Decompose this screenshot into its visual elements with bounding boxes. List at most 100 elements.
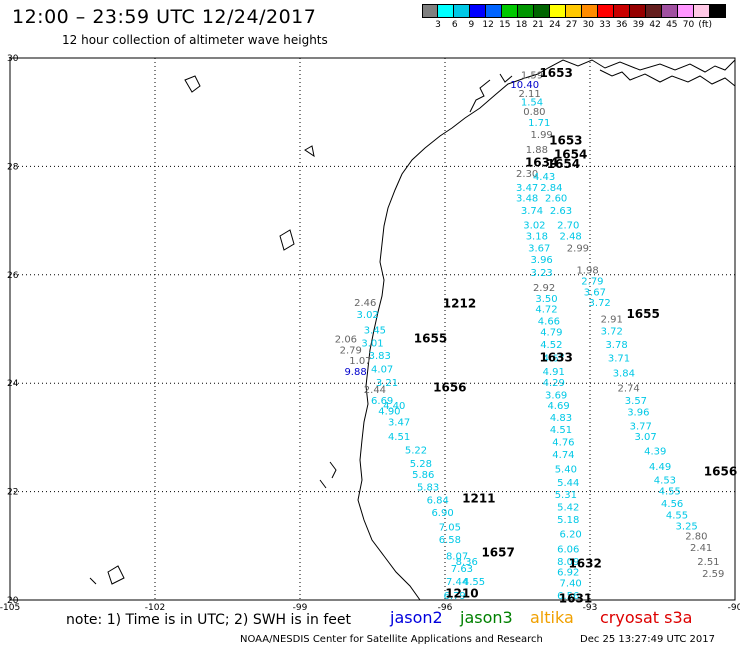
scale-swatch <box>662 4 678 18</box>
scale-swatch <box>694 4 710 18</box>
x-tick-label: -105 <box>0 603 20 613</box>
wave-height-value: 3.84 <box>613 369 635 380</box>
wave-height-value: 3.57 <box>625 396 647 407</box>
map-frame <box>9 57 736 601</box>
wave-height-value: 7.44 <box>446 577 468 588</box>
scale-label: 9 <box>468 20 475 30</box>
pass-time-label: 1211 <box>462 491 495 505</box>
pass-time-label: 1212 <box>443 296 476 310</box>
footer-note: note: 1) Time is in UTC; 2) SWH is in fe… <box>66 612 352 628</box>
wave-height-value: 7.40 <box>560 578 582 589</box>
wave-height-value: 4.69 <box>547 401 569 412</box>
wave-height-value: 2.70 <box>557 221 579 232</box>
color-scale-bar <box>422 4 726 18</box>
wave-height-value: 1.59 <box>521 71 543 82</box>
wave-height-value: 4.52 <box>540 340 562 351</box>
wave-height-value: 2.59 <box>702 569 724 580</box>
wave-height-value: 3.77 <box>630 421 652 432</box>
wave-height-value: 6.58 <box>439 535 461 546</box>
legend-jason3: jason3 <box>460 608 513 627</box>
wave-height-value: 8.07 <box>446 551 468 562</box>
wave-height-value: 3.18 <box>526 232 548 243</box>
wave-height-value: 2.30 <box>516 169 538 180</box>
credit-text: NOAA/NESDIS Center for Satellite Applica… <box>240 634 543 645</box>
wave-height-value: 4.55 <box>463 577 485 588</box>
inland-lakes <box>89 75 337 585</box>
scale-swatch <box>486 4 502 18</box>
x-tick-label: -102 <box>145 603 165 613</box>
wave-height-value: 2.79 <box>340 345 362 356</box>
wave-height-value: 1.54 <box>521 98 543 109</box>
lat-lon-grid <box>9 57 736 601</box>
wave-height-value: 4.90 <box>378 407 400 418</box>
x-tick-label: -93 <box>583 603 598 613</box>
wave-height-value: 4.55 <box>666 511 688 522</box>
wave-height-value: 3.72 <box>601 326 623 337</box>
wave-height-value: 3.67 <box>584 287 606 298</box>
pass-time-label: 1210 <box>445 586 478 600</box>
scale-swatch <box>630 4 646 18</box>
scale-swatch <box>454 4 470 18</box>
wave-height-value: 3.23 <box>531 268 553 279</box>
wave-height-value: 2.91 <box>601 314 623 325</box>
wave-height-value: 3.74 <box>521 206 543 217</box>
scale-swatch <box>438 4 454 18</box>
wave-height-value: 6.20 <box>560 530 582 541</box>
wave-height-value: 3.67 <box>528 243 550 254</box>
wave-height-value: 3.21 <box>376 378 398 389</box>
color-scale: 3 6 9 12 15 18 21 24 27 30 33 36 39 42 45 70 (ft) <box>422 4 726 32</box>
wave-height-value: 2.99 <box>567 243 589 254</box>
y-tick-label: 30 <box>7 54 19 64</box>
wave-height-value: 3.96 <box>627 408 649 419</box>
y-tick-label: 28 <box>7 162 19 172</box>
wave-height-value: 3.69 <box>545 390 567 401</box>
scale-label: 39 <box>632 20 645 30</box>
louisiana-coast <box>599 69 736 87</box>
scale-swatch <box>518 4 534 18</box>
scale-swatch <box>646 4 662 18</box>
wave-height-value: 4.51 <box>550 425 572 436</box>
wave-height-value: 9.88 <box>344 367 366 378</box>
x-tick-label: -99 <box>293 603 308 613</box>
wave-height-value: 8.09 <box>557 557 579 568</box>
wave-height-value: 4.40 <box>383 401 405 412</box>
wave-height-value: 6.84 <box>427 496 449 507</box>
wave-height-value: 3.02 <box>357 310 379 321</box>
y-tick-label: 22 <box>7 488 18 498</box>
wave-height-value: 4.72 <box>535 305 557 316</box>
wave-height-value: 4.67 <box>543 354 565 365</box>
wave-height-value: 4.83 <box>550 413 572 424</box>
wave-height-value: 8.36 <box>456 557 478 568</box>
wave-height-value: 2.60 <box>545 194 567 205</box>
scale-label: 6 <box>451 20 458 30</box>
wave-height-value: 7.63 <box>451 564 473 575</box>
wave-height-value: 4.55 <box>659 486 681 497</box>
wave-height-value: 2.06 <box>335 335 357 346</box>
wave-height-value: 4.29 <box>543 378 565 389</box>
x-tick-label: -90 <box>728 603 740 613</box>
wave-height-value: 3.50 <box>535 294 557 305</box>
legend-cryosat-s3a: cryosat s3a <box>600 608 693 627</box>
wave-height-value: 6.79 <box>444 591 466 602</box>
wave-height-value: 3.01 <box>361 338 383 349</box>
scale-label: 36 <box>615 20 628 30</box>
wave-height-value: 6.06 <box>557 544 579 555</box>
pass-time-label: 1654 <box>547 157 580 171</box>
galveston-bay <box>469 73 513 113</box>
wave-height-value: 4.49 <box>649 462 671 473</box>
timestamp-text: Dec 25 13:27:49 UTC 2017 <box>580 634 715 645</box>
wave-height-value: 3.02 <box>523 221 545 232</box>
pass-time-label: 1655 <box>414 332 447 346</box>
wave-height-value: 2.51 <box>697 557 719 568</box>
pass-time-label: 1633 <box>539 351 572 365</box>
scale-label: 12 <box>482 20 494 30</box>
wave-height-value: 5.42 <box>557 503 579 514</box>
wave-height-value: 5.40 <box>555 465 577 476</box>
data-labels: 2.463.023.452.06 3.012.79 3.831.079.88 4.07… <box>335 66 737 606</box>
wave-height-value: 0.80 <box>523 107 545 118</box>
wave-height-value: 4.43 <box>533 172 555 183</box>
scale-swatch <box>614 4 630 18</box>
wave-height-value: 3.45 <box>364 325 386 336</box>
wave-height-value: 4.56 <box>661 499 683 510</box>
scale-label: (ft) <box>698 20 712 30</box>
